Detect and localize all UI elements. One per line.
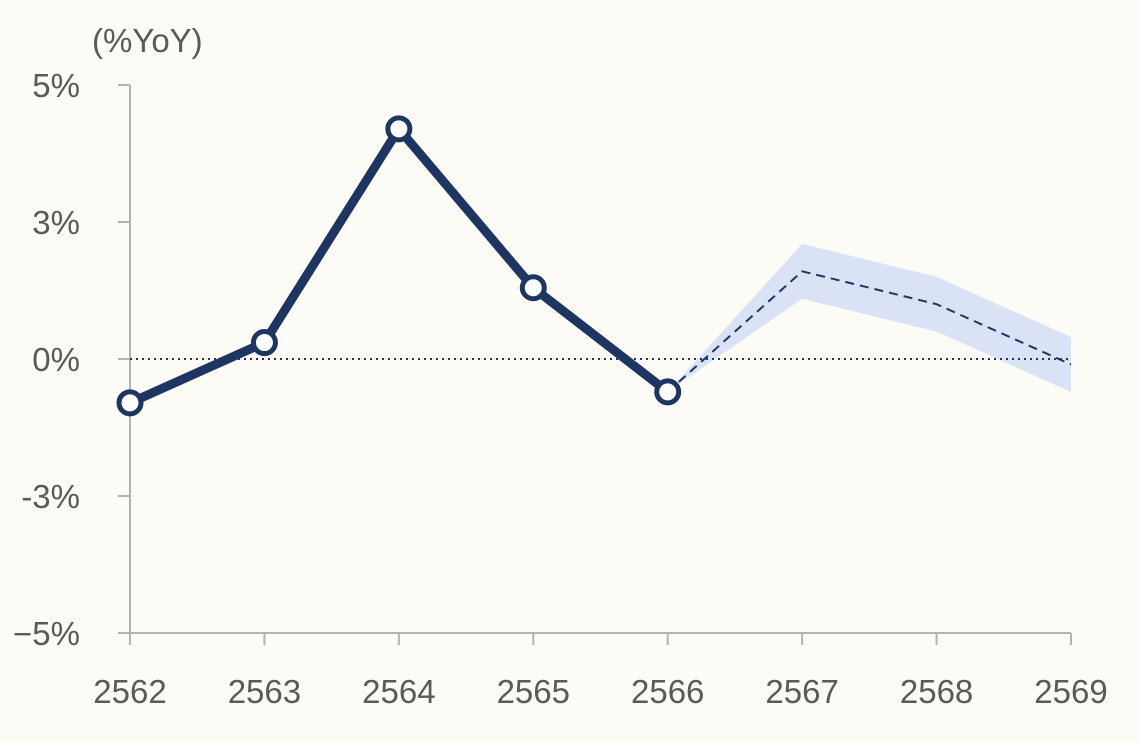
actual-point <box>116 389 144 417</box>
actual-point <box>654 378 682 406</box>
x-tick-label: 2565 <box>497 673 570 710</box>
series-layer <box>116 115 1072 417</box>
x-tick-label: 2566 <box>631 673 704 710</box>
y-unit-label: (%YoY) <box>92 22 203 59</box>
actual-line <box>125 124 673 408</box>
x-tick-label: 2567 <box>765 673 838 710</box>
x-tick-label: 2568 <box>900 673 973 710</box>
y-tick-label: −5% <box>13 615 80 652</box>
x-tick-label: 2569 <box>1034 673 1107 710</box>
forecast-line <box>667 270 1072 393</box>
actual-point <box>250 329 278 357</box>
y-tick-label: -3% <box>21 478 80 515</box>
x-tick-label: 2563 <box>228 673 301 710</box>
x-tick-label: 2564 <box>362 673 435 710</box>
y-tick-label: 0% <box>32 341 80 378</box>
axes <box>118 84 1072 645</box>
tick-label-layer: 5% 3% 0% -3% −5% 2562 2563 2564 2565 2566 2567 2568… <box>13 67 1108 710</box>
actual-point <box>385 115 413 143</box>
y-tick-label: 3% <box>32 204 80 241</box>
actual-point <box>519 274 547 302</box>
x-tick-label: 2562 <box>93 673 166 710</box>
forecast-band-layer <box>667 243 1071 392</box>
y-tick-label: 5% <box>32 67 80 104</box>
forecast-band <box>667 243 1071 392</box>
